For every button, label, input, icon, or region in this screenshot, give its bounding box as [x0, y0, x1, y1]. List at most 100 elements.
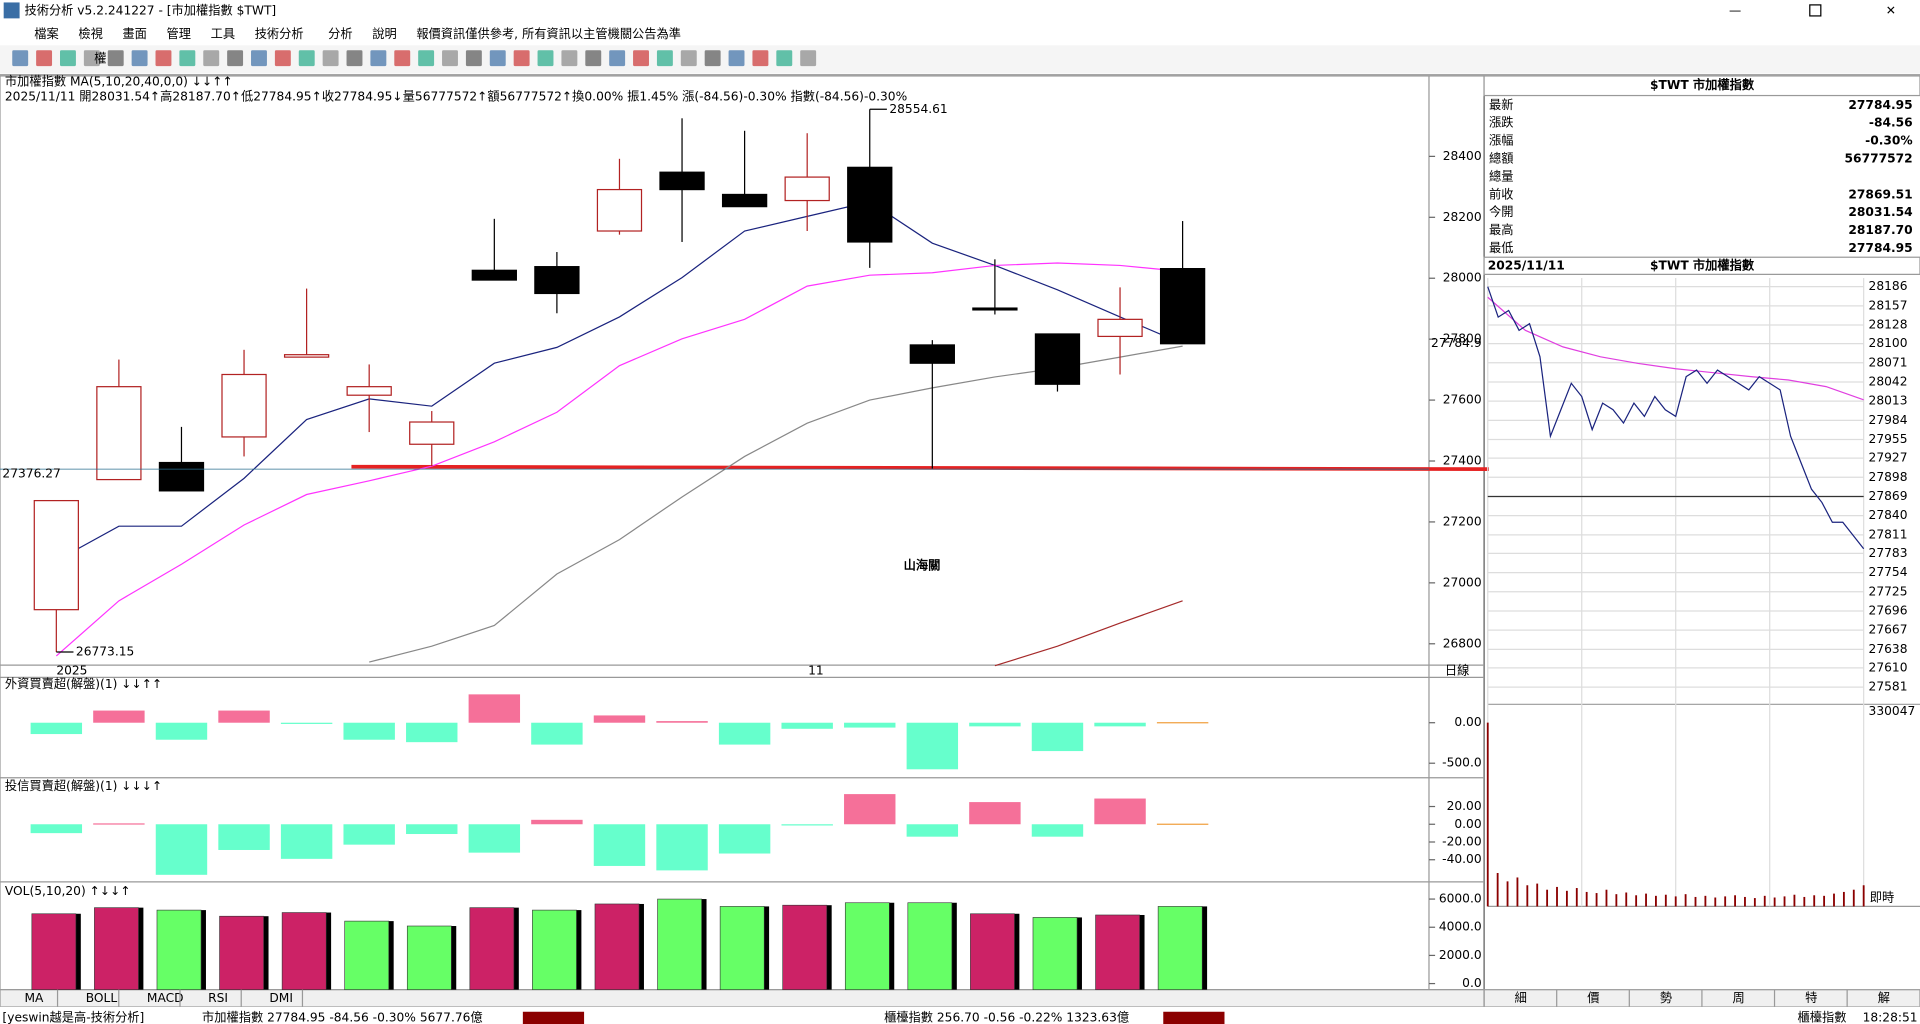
menu-item[interactable]: 管理 [167, 26, 191, 41]
menu-item[interactable]: 技術分析 [255, 27, 304, 41]
toolbar-button[interactable] [394, 50, 411, 67]
menu-item[interactable]: 檢視 [78, 26, 102, 41]
toolbar-button[interactable] [418, 50, 435, 67]
y-tick-label: 27783 [1869, 546, 1908, 560]
indicator-tab[interactable]: DMI [269, 991, 293, 1005]
close[interactable]: ✕ [1886, 4, 1896, 18]
toolbar-button[interactable] [633, 50, 649, 67]
annotation: 山海關 [904, 557, 941, 572]
bar [531, 819, 583, 825]
toolbar-button[interactable] [322, 50, 339, 67]
bar [468, 694, 521, 723]
toolbar-button[interactable] [346, 50, 363, 67]
toolbar-button[interactable] [609, 50, 626, 67]
min-label: 26773.15 [76, 644, 134, 658]
bar [93, 823, 145, 825]
toolbar-button[interactable] [752, 50, 769, 67]
quote-label: 漲跌 [1489, 115, 1513, 130]
toolbar-button[interactable] [155, 50, 172, 67]
status-brand: [yeswin越是高-技術分析] [2, 1009, 144, 1024]
volume-bar [219, 915, 264, 991]
y-tick-label: 28200 [1443, 210, 1482, 224]
intraday-avg [1487, 296, 1864, 401]
toolbar-button[interactable] [227, 50, 244, 67]
toolbar-button[interactable] [131, 50, 148, 67]
bar [218, 824, 270, 850]
app-icon [3, 2, 20, 19]
toolbar-button[interactable] [251, 50, 267, 67]
candle-body [721, 193, 768, 208]
candle-body [596, 188, 643, 232]
volume-bar [907, 902, 953, 991]
y-tick-label: 27725 [1869, 584, 1908, 598]
y-tick-label: 6000.0 [1439, 892, 1482, 906]
toolbar-button[interactable] [680, 50, 697, 67]
panel-tab[interactable]: 價 [1587, 991, 1599, 1005]
menu-item[interactable]: 說明 [372, 26, 396, 41]
candle-body [33, 499, 79, 611]
bar [531, 722, 583, 745]
y-tick-label: 27600 [1443, 393, 1482, 407]
toolbar-button[interactable] [60, 50, 76, 67]
volume-bar [406, 925, 452, 991]
y-tick-label: 27840 [1869, 508, 1908, 522]
toolbar-button[interactable] [83, 50, 100, 67]
quote-value: 56777572 [1845, 151, 1913, 165]
volume-bar [594, 903, 640, 991]
toolbar-button[interactable] [585, 50, 602, 67]
y-tick-label: 27898 [1869, 470, 1908, 484]
panel-tab[interactable]: 特 [1805, 990, 1817, 1005]
toolbar-button[interactable] [442, 50, 458, 67]
indicator-tab[interactable]: RSI [208, 991, 228, 1005]
candle-body [471, 269, 517, 281]
toolbar-button[interactable] [465, 50, 482, 67]
toolbar-button[interactable] [298, 50, 315, 67]
max-label: 28554.61 [889, 102, 947, 116]
menu-item[interactable]: 工具 [211, 27, 235, 41]
y-tick-label: 27984 [1869, 413, 1908, 427]
menu-item[interactable]: 畫面 [122, 26, 146, 41]
status-otc-tab[interactable]: 櫃檯指數 [1798, 1009, 1847, 1024]
toolbar-button[interactable] [776, 50, 793, 67]
y-tick-label: 27927 [1869, 451, 1908, 465]
indicator-tab[interactable]: MACD [147, 991, 184, 1005]
quote-label: 最新 [1489, 97, 1513, 112]
volume-bar [657, 898, 702, 991]
menu-item[interactable]: 分析 [328, 27, 352, 41]
indicator-tab[interactable]: MA [24, 991, 44, 1005]
volume-shadow [950, 902, 957, 990]
bar [30, 824, 83, 834]
maximize[interactable] [1809, 4, 1822, 17]
y-tick-label: 26800 [1443, 636, 1482, 650]
toolbar-button[interactable] [107, 50, 124, 67]
panel-tab[interactable]: 勢 [1660, 990, 1672, 1005]
toolbar-button[interactable] [704, 50, 721, 67]
minimize[interactable]: — [1729, 4, 1741, 18]
toolbar-button[interactable] [12, 50, 29, 67]
y-tick-label: -500.0 [1442, 756, 1481, 770]
toolbar-button[interactable] [537, 50, 554, 67]
toolbar-button[interactable] [179, 50, 196, 67]
toolbar-button[interactable] [274, 50, 291, 67]
window-title: 技術分析 v5.2.241227 - [市加權指數 $TWT] [24, 3, 276, 18]
panel-tab[interactable]: 周 [1733, 991, 1745, 1005]
toolbar-button[interactable] [513, 50, 530, 67]
toolbar-button[interactable] [36, 50, 53, 67]
indicator-tab[interactable]: BOLL [86, 991, 118, 1005]
toolbar-button[interactable] [203, 50, 220, 67]
period-label: 日線 [1445, 663, 1469, 678]
toolbar-button[interactable] [370, 50, 387, 67]
menu-item[interactable]: 檔案 [34, 26, 58, 41]
toolbar-button[interactable] [489, 50, 506, 67]
toolbar-button[interactable] [656, 50, 673, 67]
menu-item[interactable]: 報價資訊僅供參考, 所有資訊以主管機關公告為準 [416, 26, 681, 41]
bar [343, 722, 395, 740]
panel-tab[interactable]: 細 [1515, 991, 1527, 1005]
toolbar-button[interactable] [561, 50, 578, 67]
toolbar-button[interactable] [728, 50, 745, 67]
y-tick-label: 0.00 [1454, 715, 1481, 729]
toolbar-button[interactable] [800, 50, 817, 67]
panel-tab[interactable]: 解 [1878, 991, 1890, 1005]
candle-body [972, 307, 1018, 311]
